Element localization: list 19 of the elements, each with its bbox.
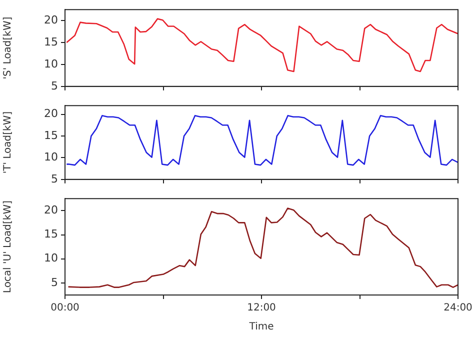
y-tick-label: 15: [44, 128, 58, 142]
y-tick-label: 10: [44, 150, 58, 164]
x-tick-label: 24:00: [444, 302, 472, 314]
y-axis-title: 'T' Load[kW]: [2, 111, 14, 174]
y-axis-title: 'S' Load[kW]: [2, 16, 14, 80]
y-tick-label: 20: [44, 204, 58, 217]
y-tick-label: 15: [44, 228, 58, 241]
y-tick-label: 20: [44, 13, 58, 26]
y-tick-label: 5: [51, 79, 58, 92]
y-axis-title: Local 'U' Load[kW]: [2, 200, 14, 294]
y-tick-label: 20: [44, 107, 58, 120]
x-axis-title: Time: [248, 322, 274, 333]
x-tick-label: 00:00: [50, 302, 80, 314]
y-tick-label: 5: [51, 276, 58, 289]
x-tick-label: 12:00: [247, 302, 276, 314]
y-tick-label: 5: [51, 172, 58, 186]
y-tick-label: 10: [44, 57, 58, 70]
y-tick-label: 15: [44, 35, 58, 48]
y-tick-label: 10: [44, 252, 58, 265]
